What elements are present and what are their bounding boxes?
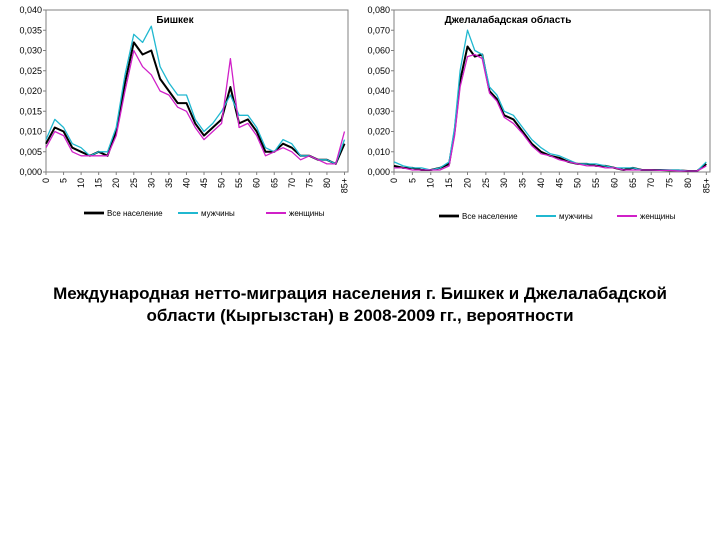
- chart1-ytick-label: 0,000: [367, 167, 390, 177]
- chart1-xtick-label: 5: [407, 178, 417, 183]
- chart-jalalabad: 0,000 0,010 0,020 0,030 0,040 0,050 0,060 0,070…: [358, 0, 720, 228]
- chart0-ytick-label: 0,015: [19, 106, 42, 116]
- chart0-xtick-label: 25: [129, 178, 139, 188]
- chart1-ytick-label: 0,050: [367, 66, 390, 76]
- chart0-xtick-label: 50: [217, 178, 227, 188]
- chart0-ytick-label: 0,030: [19, 46, 42, 56]
- chart-jalalabad-svg: 0,000 0,010 0,020 0,030 0,040 0,050 0,060 0,070…: [367, 5, 711, 221]
- chart0-xtick-label: 80: [322, 178, 332, 188]
- chart0-xtick-label: 85+: [339, 178, 349, 193]
- chart1-xtick-label: 15: [444, 178, 454, 188]
- chart0-ytick-label: 0,010: [19, 127, 42, 137]
- chart1-xtick-label: 40: [536, 178, 546, 188]
- figure-caption: Международная нетто-миграция населения г…: [0, 283, 720, 327]
- chart0-ytick-label: 0,040: [19, 5, 42, 15]
- chart1-xtick-label: 30: [499, 178, 509, 188]
- chart0-xtick-label: 10: [76, 178, 86, 188]
- chart1-plot-area: [393, 9, 711, 173]
- chart0-legend-label-2: женщины: [289, 209, 325, 218]
- chart0-xtick-label: 15: [94, 178, 104, 188]
- chart0-ytick-label: 0,035: [19, 25, 42, 35]
- chart0-ytick-label: 0,000: [19, 167, 42, 177]
- chart1-xtick-label: 75: [665, 178, 675, 188]
- chart1-ytick-label: 0,080: [367, 5, 390, 15]
- chart0-xtick-label: 55: [234, 178, 244, 188]
- chart0-xtick-label: 60: [252, 178, 262, 188]
- chart1-legend-label-2: женщины: [640, 212, 676, 221]
- chart0-xtick-label: 45: [199, 178, 209, 188]
- chart0-xtick-label: 70: [287, 178, 297, 188]
- chart1-ytick-label: 0,010: [367, 147, 390, 157]
- chart1-xtick-label: 45: [554, 178, 564, 188]
- chart0-xtick-label: 30: [146, 178, 156, 188]
- chart0-series-line-2: [45, 49, 346, 165]
- chart1-ytick-label: 0,030: [367, 106, 390, 116]
- chart0-xtick-label: 75: [304, 178, 314, 188]
- chart1-xtick-label: 20: [462, 178, 472, 188]
- chart1-xtick-label: 35: [518, 178, 528, 188]
- chart1-ytick-label: 0,070: [367, 25, 390, 35]
- chart0-title: Бишкек: [156, 15, 194, 26]
- chart0-legend-label-0: Все население: [107, 209, 163, 218]
- chart1-ytick-label: 0,040: [367, 86, 390, 96]
- chart1-ytick-label: 0,020: [367, 127, 390, 137]
- chart0-ytick-label: 0,005: [19, 147, 42, 157]
- chart1-xtick-label: 25: [481, 178, 491, 188]
- chart-bishkek: 0,000 0,005 0,010 0,015 0,020 0,025 0,030 0,035…: [0, 0, 352, 228]
- caption-line-2: области (Кыргызстан) в 2008-2009 гг., ве…: [146, 306, 574, 325]
- chart0-ytick-label: 0,020: [19, 86, 42, 96]
- chart0-legend-label-1: мужчины: [201, 209, 235, 218]
- chart0-series-line-1: [45, 25, 346, 165]
- chart1-xtick-label: 80: [683, 178, 693, 188]
- chart1-xtick-label: 10: [426, 178, 436, 188]
- chart1-xtick-label: 0: [389, 178, 399, 183]
- chart0-xtick-label: 0: [41, 178, 51, 183]
- chart1-legend-label-0: Все население: [462, 212, 518, 221]
- chart1-series-line-2: [394, 53, 707, 172]
- chart1-xtick-label: 65: [628, 178, 638, 188]
- chart1-xtick-label: 70: [646, 178, 656, 188]
- chart1-title: Джелалабадская область: [445, 14, 572, 26]
- chart1-xtick-label: 50: [573, 178, 583, 188]
- chart0-xtick-label: 40: [181, 178, 191, 188]
- chart1-ytick-label: 0,060: [367, 46, 390, 56]
- chart0-ytick-label: 0,025: [19, 66, 42, 76]
- chart0-xtick-label: 5: [59, 178, 69, 183]
- chart0-xtick-label: 35: [164, 178, 174, 188]
- chart0-xtick-label: 65: [269, 178, 279, 188]
- chart1-xtick-label: 55: [591, 178, 601, 188]
- caption-line-1: Международная нетто-миграция населения г…: [53, 284, 667, 303]
- chart0-xtick-label: 20: [111, 178, 121, 188]
- chart1-xtick-label: 85+: [701, 178, 711, 193]
- chart0-plot-area: [45, 9, 349, 173]
- chart1-legend-label-1: мужчины: [559, 212, 593, 221]
- chart-bishkek-svg: 0,000 0,005 0,010 0,015 0,020 0,025 0,030 0,035…: [19, 5, 349, 218]
- chart1-xtick-label: 60: [609, 178, 619, 188]
